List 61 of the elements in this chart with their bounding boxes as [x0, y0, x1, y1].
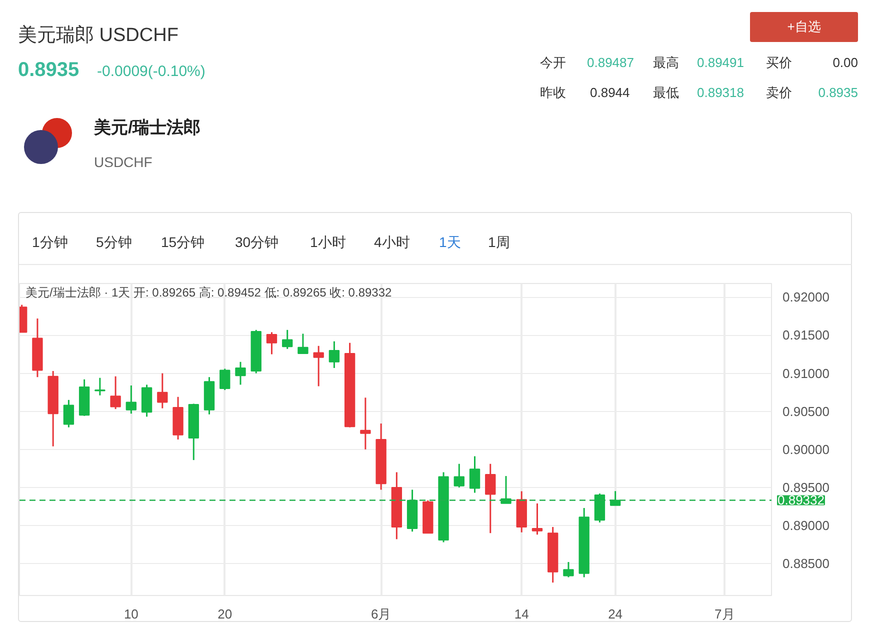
text: 15分钟: [161, 233, 205, 252]
y-tick-label: 0.92000: [782, 290, 830, 305]
candlestick: [313, 345, 324, 387]
text: 昨收: [540, 84, 566, 102]
text: 0.8944: [590, 84, 630, 102]
candlestick: [157, 372, 168, 410]
chart-subtitle: 美元/瑞士法郎 · 1天 开: 0.89265 高: 0.89452 低: 0.89265 收: 0.89332: [26, 286, 392, 300]
text: 0.00: [832, 54, 858, 72]
y-tick-label: 0.90000: [782, 442, 830, 457]
candlestick: [563, 561, 574, 578]
candlestick: [610, 490, 621, 506]
x-tick-label: 24: [608, 606, 623, 622]
text: -0.0009(-0.10%): [97, 62, 206, 82]
text: 0.89318: [697, 84, 744, 102]
text: 买价: [766, 54, 792, 72]
text: 最低: [653, 84, 679, 102]
x-tick-label: 10: [124, 606, 138, 622]
candlestick: [126, 384, 137, 414]
candlestick: [469, 455, 480, 494]
y-tick-label: 0.91500: [782, 328, 830, 343]
candlestick: [360, 396, 371, 450]
candlestick: [110, 376, 121, 410]
candlestick: [282, 329, 293, 350]
candlestick: [328, 340, 340, 369]
text: +自选: [750, 12, 858, 42]
text: 1天: [439, 233, 461, 252]
chart-title: 美元瑞郎 USDCHF: [18, 24, 178, 48]
text: 1小时: [310, 233, 346, 252]
x-tick-label: 6月: [370, 606, 392, 622]
text: 今开: [540, 54, 566, 72]
text: 30分钟: [235, 233, 279, 252]
candlestick: [220, 368, 230, 391]
candlestick: [454, 463, 464, 488]
text: 美元/瑞士法郎: [94, 117, 201, 139]
y-tick-label: 0.89000: [782, 518, 830, 533]
text: 0.89491: [697, 54, 744, 72]
candlestick: [485, 463, 496, 534]
text: 0.8935: [818, 84, 858, 102]
y-tick-label: 0.88500: [782, 556, 830, 572]
candlestick: [63, 399, 74, 428]
x-tick-label: 20: [218, 606, 232, 622]
text: 1分钟: [32, 233, 68, 252]
x-tick-label: 7月: [714, 606, 735, 622]
text: 0.89487: [587, 54, 634, 72]
x-tick-label: 14: [514, 606, 529, 622]
ref-line-label: 0.89332: [778, 492, 824, 508]
candlestick: [298, 332, 308, 354]
text: 0.8935: [18, 58, 80, 83]
candlestick: [235, 361, 246, 386]
text: 5分钟: [96, 233, 132, 252]
candlestick: [532, 502, 543, 536]
candlestick: [94, 377, 106, 396]
text: USDCHF: [94, 153, 152, 172]
candlestick: [266, 331, 278, 356]
y-tick-label: 0.90500: [782, 404, 830, 419]
y-tick-label: 0.91000: [782, 366, 830, 381]
text: 1周: [488, 233, 510, 252]
text: 4小时: [374, 233, 410, 252]
y-tick-label: 0.89500: [782, 480, 830, 495]
text: 卖价: [766, 84, 792, 102]
text: 最高: [653, 54, 679, 72]
